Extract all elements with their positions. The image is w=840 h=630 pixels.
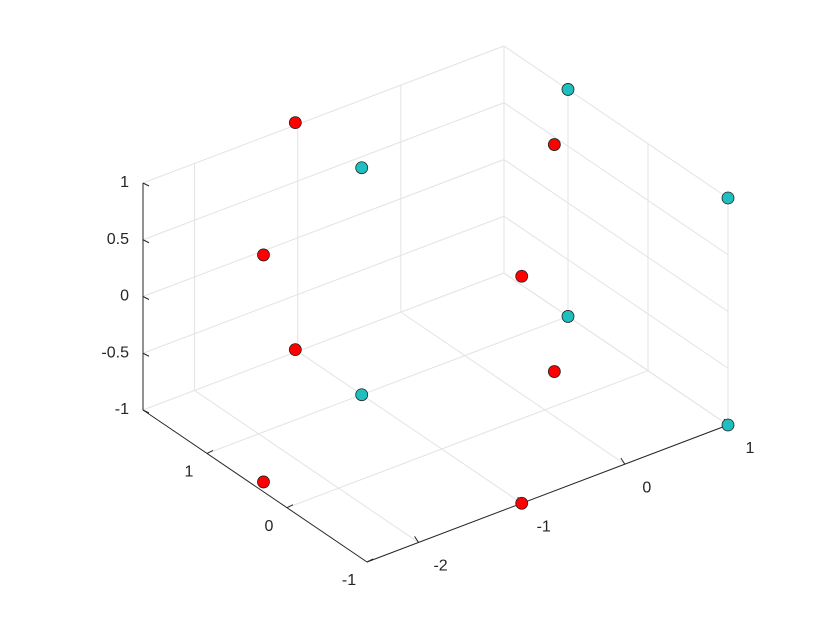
point [561,83,575,96]
grid-line [142,102,505,241]
point [721,191,735,205]
grid-line [297,350,522,504]
y-tick [286,504,294,509]
z-tick-label: 0.5 [107,231,129,248]
grid-line [142,159,505,297]
grid-line [503,215,729,369]
point [547,365,561,378]
point [355,161,369,175]
point [721,418,735,432]
x-tick [620,457,626,465]
y-tick-label: -1 [342,572,356,589]
y-tick [206,449,214,454]
z-tick [142,409,150,414]
x-tick-label: 1 [746,440,755,457]
z-tick-label: 1 [120,174,129,191]
grid-line [206,315,569,454]
z-tick [142,352,150,357]
z-tick-label: 0 [120,288,129,305]
z-tick [142,296,150,300]
y-tick-label: 1 [185,464,194,481]
grid-line [142,45,505,184]
x-tick-label: -2 [433,558,447,575]
y-axis [142,409,368,563]
point [257,475,270,489]
z-tick [142,182,150,187]
grid-line [194,390,419,543]
point [257,248,270,262]
grid-line [503,102,729,256]
point [515,269,529,283]
z-tick-label: -1 [115,401,129,418]
grid-line [400,311,626,465]
grid-line [142,215,505,354]
point [561,310,575,323]
grid-line [503,45,729,199]
x-axis [366,424,729,563]
y-tick [366,558,374,563]
grid-line [503,272,729,426]
x-tick-label: -1 [537,519,551,536]
y-tick-label: 0 [265,518,274,535]
z-tick-label: -0.5 [101,344,129,361]
point [288,116,302,130]
grid-line [286,370,649,509]
point [288,343,302,357]
x-tick-label: 0 [642,479,651,496]
z-tick [142,239,150,244]
grid-line [142,272,505,411]
point [547,138,561,151]
grid-line [503,159,729,312]
point [355,388,369,402]
x-tick [414,536,419,543]
point [515,496,529,510]
